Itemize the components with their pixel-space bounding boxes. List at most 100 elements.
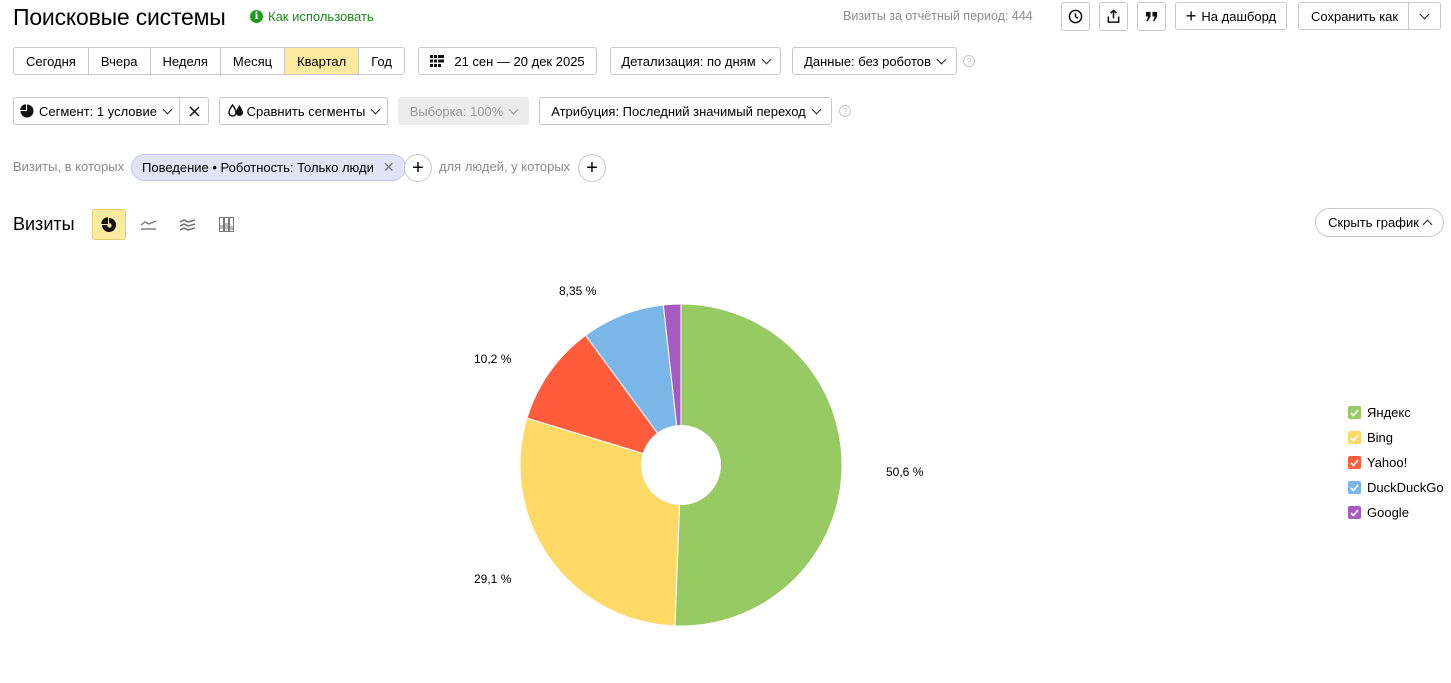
bar-chart-icon (218, 217, 234, 232)
checkbox-icon (1348, 431, 1361, 444)
clock-icon (1068, 9, 1083, 24)
legend-item-google[interactable]: Google (1348, 500, 1444, 525)
slice-label-bing: 29,1 % (474, 572, 512, 586)
pie-segment-icon (20, 104, 34, 118)
attribution-dropdown[interactable]: Атрибуция: Последний значимый переход (539, 97, 832, 125)
legend-item-duckduckgo[interactable]: DuckDuckGo (1348, 475, 1444, 500)
chevron-down-icon (370, 104, 381, 114)
pie-slice-duckduckgo[interactable] (584, 304, 682, 467)
chevron-down-icon (162, 104, 173, 114)
drops-icon (227, 104, 243, 117)
period-week[interactable]: Неделя (150, 48, 221, 74)
bar-view-button[interactable] (209, 209, 243, 240)
chevron-down-icon (936, 54, 947, 64)
chart-legend: Яндекс Bing Yahoo! DuckDuckGo Google (1348, 400, 1444, 525)
compare-segments-label: Сравнить сегменты (246, 103, 366, 119)
save-as-button[interactable]: Сохранить как (1298, 2, 1441, 30)
legend-item-yandex[interactable]: Яндекс (1348, 400, 1444, 425)
slice-label-duckduckgo: 8,35 % (559, 284, 597, 298)
pie-slice-yahoo[interactable] (526, 334, 683, 466)
period-month[interactable]: Месяц (220, 48, 286, 74)
sample-dropdown[interactable]: Выборка: 100% (398, 97, 529, 125)
segment-clear-button[interactable] (180, 105, 208, 117)
data-label: Данные: без роботов (804, 53, 931, 69)
period-year[interactable]: Год (359, 48, 404, 74)
date-range-button[interactable]: 21 сен — 20 дек 2025 (418, 47, 597, 75)
area-chart-icon (179, 218, 195, 231)
detail-label: Детализация: по дням (621, 53, 756, 69)
detail-dropdown[interactable]: Детализация: по дням (610, 47, 781, 75)
close-icon (189, 105, 200, 117)
help-icon[interactable]: ? (963, 55, 975, 67)
date-range-label: 21 сен — 20 дек 2025 (454, 53, 585, 69)
visits-period-text: Визиты за отчётный период: 444 (843, 9, 1033, 23)
area-view-button[interactable] (170, 209, 204, 240)
export-button[interactable] (1099, 2, 1128, 31)
checkbox-icon (1348, 456, 1361, 469)
segment-dropdown[interactable]: Сегмент: 1 условие (14, 98, 181, 124)
how-to-use-link[interactable]: i Как использовать (250, 9, 374, 24)
line-chart-icon (140, 219, 156, 230)
calendar-icon (430, 55, 445, 67)
chevron-down-icon (1419, 9, 1430, 19)
chevron-up-icon (1422, 219, 1433, 229)
line-view-button[interactable] (131, 209, 165, 240)
how-to-use-label: Как использовать (268, 9, 374, 24)
save-as-label: Сохранить как (1311, 8, 1399, 24)
legend-item-yahoo[interactable]: Yahoo! (1348, 450, 1444, 475)
plus-icon: + (1185, 6, 1197, 26)
pie-view-button[interactable] (92, 209, 126, 240)
period-today[interactable]: Сегодня (14, 48, 89, 74)
chevron-down-icon (508, 104, 519, 114)
plus-icon: + (586, 156, 598, 179)
share-icon (1107, 9, 1120, 23)
history-button[interactable] (1061, 2, 1090, 31)
sample-label: Выборка: 100% (409, 103, 504, 119)
people-filter-label: для людей, у которых (439, 159, 571, 174)
hide-chart-label: Скрыть график (1328, 215, 1419, 230)
donut-hole (641, 425, 721, 505)
filter-chip[interactable]: Поведение • Роботность: Только люди ✕ (131, 154, 406, 181)
filter-chip-label: Поведение • Роботность: Только люди (142, 160, 374, 175)
to-dashboard-label: На дашборд (1201, 8, 1277, 24)
plus-icon: + (412, 156, 424, 179)
quote-icon (1145, 11, 1158, 22)
page-title: Поисковые системы (13, 4, 226, 30)
visits-filter-label: Визиты, в которых (13, 159, 125, 174)
hide-chart-button[interactable]: Скрыть график (1315, 208, 1444, 237)
legend-label: Yahoo! (1367, 455, 1408, 470)
legend-label: DuckDuckGo (1367, 480, 1444, 495)
segment-control: Сегмент: 1 условие (13, 97, 209, 125)
save-as-dropdown[interactable] (1408, 3, 1440, 29)
section-title: Визиты (13, 214, 75, 234)
close-icon[interactable]: ✕ (382, 159, 395, 175)
period-yesterday[interactable]: Вчера (88, 48, 151, 74)
legend-label: Яндекс (1367, 405, 1411, 420)
checkbox-icon (1348, 406, 1361, 419)
slice-label-yahoo: 10,2 % (474, 352, 512, 366)
segment-label: Сегмент: 1 условие (39, 103, 157, 119)
pie-slice-bing[interactable] (519, 417, 682, 627)
add-people-condition-button[interactable]: + (578, 154, 606, 182)
chevron-down-icon (811, 104, 822, 114)
to-dashboard-button[interactable]: + На дашборд (1175, 2, 1287, 30)
add-visit-condition-button[interactable]: + (404, 154, 432, 182)
period-selector: Сегодня Вчера Неделя Месяц Квартал Год (13, 47, 405, 75)
legend-label: Bing (1367, 430, 1394, 445)
pie-chart-icon (101, 216, 116, 232)
data-dropdown[interactable]: Данные: без роботов (792, 47, 957, 75)
comment-button[interactable] (1137, 2, 1166, 31)
checkbox-icon (1348, 506, 1361, 519)
compare-segments-dropdown[interactable]: Сравнить сегменты (219, 97, 388, 125)
chevron-down-icon (761, 54, 772, 64)
help-icon[interactable]: ? (839, 105, 851, 117)
pie-slice-яндекс[interactable] (674, 303, 843, 627)
pie-slice-google[interactable] (662, 303, 682, 466)
checkbox-icon (1348, 481, 1361, 494)
period-quarter[interactable]: Квартал (285, 48, 360, 74)
legend-label: Google (1367, 505, 1409, 520)
legend-item-bing[interactable]: Bing (1348, 425, 1444, 450)
info-icon: i (250, 10, 263, 23)
slice-label-yandex: 50,6 % (886, 465, 924, 479)
attribution-label: Атрибуция: Последний значимый переход (551, 103, 806, 119)
